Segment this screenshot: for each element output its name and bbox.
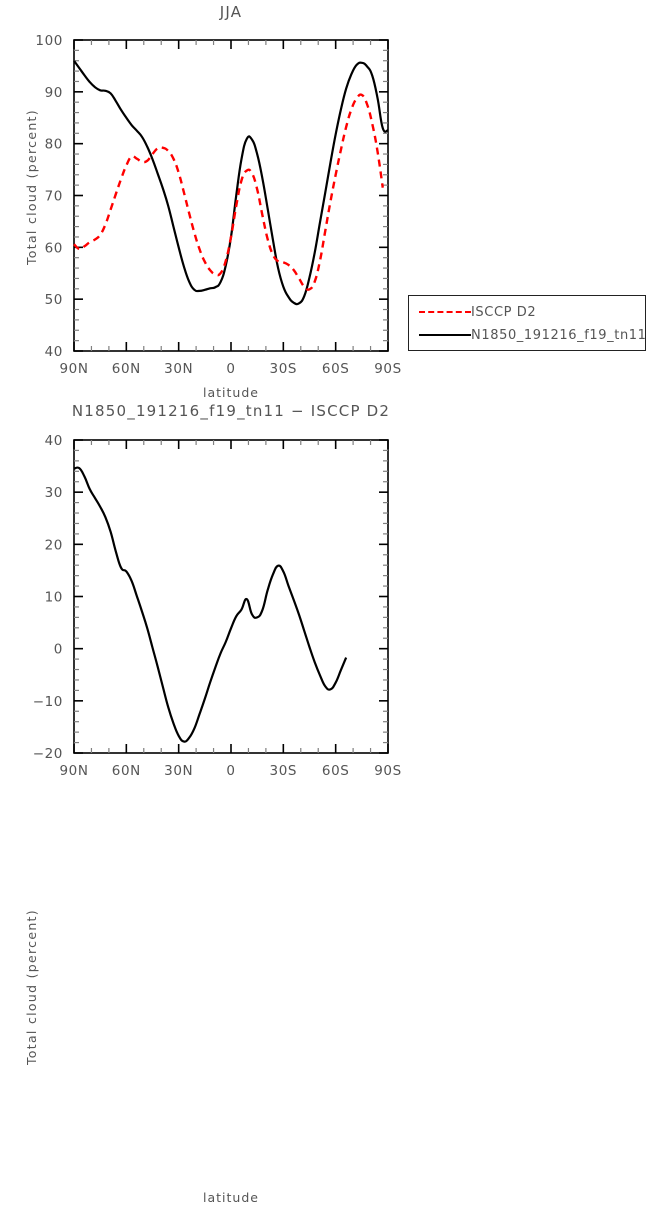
top-chart-title: JJA bbox=[219, 3, 243, 21]
svg-text:60S: 60S bbox=[322, 361, 350, 377]
svg-text:80: 80 bbox=[45, 137, 63, 153]
bottom-chart-title: N1850_191216_f19_tn11 − ISCCP D2 bbox=[71, 402, 391, 420]
top-chart-panel: JJA Total cloud (percent) latitude 40 50 6… bbox=[0, 0, 648, 400]
svg-text:30: 30 bbox=[45, 485, 63, 501]
svg-text:60: 60 bbox=[45, 240, 63, 256]
svg-text:−10: −10 bbox=[33, 694, 63, 710]
legend-swatch-solid-black bbox=[419, 334, 471, 336]
bottom-chart-xlabel: latitude bbox=[203, 1190, 259, 1205]
svg-text:70: 70 bbox=[45, 189, 63, 205]
svg-text:−20: −20 bbox=[33, 746, 63, 762]
svg-text:20: 20 bbox=[45, 537, 63, 553]
svg-text:90N: 90N bbox=[59, 763, 88, 779]
top-chart-xlabel: latitude bbox=[203, 385, 259, 400]
svg-text:100: 100 bbox=[35, 33, 63, 49]
legend-swatch-dashed-red bbox=[419, 311, 471, 313]
svg-text:90N: 90N bbox=[59, 361, 88, 377]
svg-text:0: 0 bbox=[54, 642, 63, 658]
top-chart-plot: 40 50 60 70 80 90 100 90N 60N 30N 0 30S 60S 90S bbox=[35, 33, 402, 377]
legend-label-isccp: ISCCP D2 bbox=[471, 304, 537, 320]
svg-text:50: 50 bbox=[45, 292, 63, 308]
svg-text:30N: 30N bbox=[164, 763, 193, 779]
svg-text:90: 90 bbox=[45, 85, 63, 101]
svg-text:0: 0 bbox=[226, 361, 235, 377]
svg-text:90S: 90S bbox=[374, 361, 402, 377]
svg-text:60S: 60S bbox=[322, 763, 350, 779]
legend-label-model: N1850_191216_f19_tn11 bbox=[471, 327, 647, 343]
legend-item-isccp[interactable]: ISCCP D2 bbox=[419, 303, 536, 321]
legend: ISCCP D2 N1850_191216_f19_tn11 bbox=[408, 295, 646, 351]
svg-text:90S: 90S bbox=[374, 763, 402, 779]
svg-text:60N: 60N bbox=[112, 361, 141, 377]
svg-text:30S: 30S bbox=[270, 763, 298, 779]
svg-text:0: 0 bbox=[226, 763, 235, 779]
series-line-0 bbox=[73, 466, 348, 743]
svg-text:40: 40 bbox=[45, 344, 63, 360]
legend-item-model[interactable]: N1850_191216_f19_tn11 bbox=[419, 326, 647, 344]
bottom-chart-plot: −20 −10 0 10 20 30 40 90N 60N 30N 0 30S 60S 90S bbox=[33, 433, 402, 779]
bottom-chart-ylabel: Total cloud (percent) bbox=[24, 909, 39, 1065]
series-line-0 bbox=[73, 60, 389, 306]
svg-text:40: 40 bbox=[45, 433, 63, 449]
svg-text:10: 10 bbox=[45, 590, 63, 606]
bottom-chart-panel: N1850_191216_f19_tn11 − ISCCP D2 Total c… bbox=[0, 400, 648, 1205]
svg-text:30N: 30N bbox=[164, 361, 193, 377]
svg-text:60N: 60N bbox=[112, 763, 141, 779]
svg-text:30S: 30S bbox=[270, 361, 298, 377]
series-line-1 bbox=[73, 93, 384, 291]
